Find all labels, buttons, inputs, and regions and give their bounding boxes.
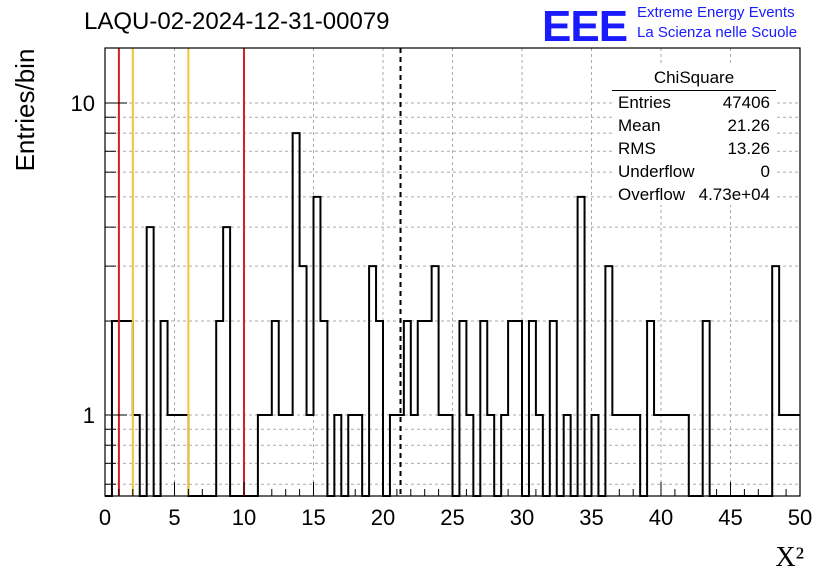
- x-tick-label: 5: [168, 505, 180, 530]
- stats-value: 47406: [722, 93, 770, 112]
- stats-key: Underflow: [618, 162, 695, 181]
- x-tick-label: 0: [99, 505, 111, 530]
- y-tick-label: 1: [83, 403, 95, 428]
- stats-row-entries: Entries 47406: [612, 91, 776, 114]
- x-tick-label: 10: [232, 505, 256, 530]
- stats-row-mean: Mean 21.26: [612, 114, 776, 137]
- x-axis-title: X²: [775, 542, 804, 572]
- x-tick-label: 45: [718, 505, 742, 530]
- logo-line-1: Extreme Energy Events: [637, 4, 795, 21]
- x-tick-label: 25: [440, 505, 464, 530]
- stats-value: 21.26: [727, 116, 770, 135]
- stats-row-underflow: Underflow 0: [612, 160, 776, 183]
- x-tick-label: 50: [788, 505, 812, 530]
- chart-title: LAQU-02-2024-12-31-00079: [84, 8, 390, 35]
- stats-value: 4.73e+04: [698, 185, 770, 204]
- axis-ticks: [104, 102, 801, 496]
- stats-box: ChiSquare Entries 47406 Mean 21.26 RMS 1…: [612, 65, 776, 205]
- stats-key: Overflow: [618, 185, 686, 204]
- axis-labels: 0 5 10 15 20 25 30 35 40 45 50 1 10 X² Entries/bin: [10, 49, 812, 572]
- grid-layer: [105, 48, 800, 496]
- x-tick-label: 30: [510, 505, 534, 530]
- stats-row-overflow: Overflow 4.73e+04: [612, 183, 776, 206]
- stats-value: 13.26: [727, 139, 770, 158]
- stats-key: Entries: [618, 93, 671, 112]
- x-tick-label: 20: [371, 505, 395, 530]
- x-tick-label: 35: [579, 505, 603, 530]
- x-tick-label: 15: [301, 505, 325, 530]
- marker-lines: [117, 48, 402, 496]
- histogram-bars: [105, 132, 800, 497]
- stats-key: RMS: [618, 139, 656, 158]
- x-tick-label: 40: [649, 505, 673, 530]
- y-axis-title: Entries/bin: [10, 49, 40, 172]
- y-tick-label: 10: [71, 91, 95, 116]
- stats-box-title: ChiSquare: [612, 65, 776, 91]
- histogram-outline: [105, 132, 800, 497]
- stats-row-rms: RMS 13.26: [612, 137, 776, 160]
- stats-key: Mean: [618, 116, 661, 135]
- eee-logo: EEE: [542, 2, 628, 51]
- stats-value: 0: [760, 162, 770, 181]
- logo-line-2: La Scienza nelle Scuole: [637, 24, 798, 41]
